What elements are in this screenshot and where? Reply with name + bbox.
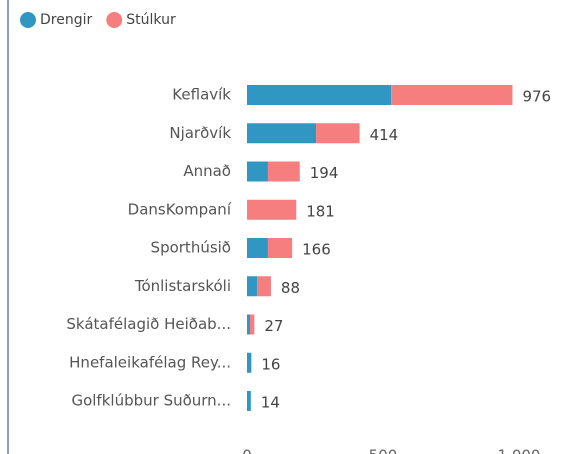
legend-swatch bbox=[20, 12, 36, 28]
bar-segment bbox=[249, 314, 255, 335]
bar-segment bbox=[247, 391, 251, 411]
total-label: 14 bbox=[261, 394, 280, 412]
total-label: 181 bbox=[306, 202, 335, 220]
x-tick-label: 500 bbox=[369, 447, 398, 454]
bar-segment bbox=[247, 352, 252, 373]
legend-swatch bbox=[106, 12, 123, 28]
bar-segment bbox=[247, 238, 268, 258]
x-tick-label: 0 bbox=[242, 447, 252, 454]
bar-segment bbox=[267, 161, 300, 182]
bar-segment bbox=[247, 85, 392, 105]
bar-segment bbox=[267, 238, 293, 258]
legend-label: Stúlkur bbox=[126, 12, 176, 28]
total-label: 976 bbox=[522, 88, 551, 106]
total-label: 194 bbox=[310, 164, 339, 182]
bar-segment bbox=[247, 276, 258, 297]
bar-segment bbox=[247, 161, 268, 182]
category-label: Hnefaleikafélag Rey... bbox=[69, 353, 231, 371]
total-label: 166 bbox=[302, 241, 331, 259]
category-label: Skátafélagið Heiðab... bbox=[66, 315, 231, 333]
category-label: Tónlistarskóli bbox=[134, 277, 231, 295]
category-label: DansKompaní bbox=[128, 200, 232, 218]
category-label: Sporthúsið bbox=[151, 239, 231, 257]
total-label: 88 bbox=[281, 279, 300, 297]
category-label: Annað bbox=[183, 162, 231, 180]
total-label: 414 bbox=[370, 126, 399, 144]
bar-segment bbox=[247, 199, 297, 220]
bar-segment bbox=[391, 85, 513, 105]
legend-label: Drengir bbox=[40, 12, 92, 28]
bar-segment bbox=[247, 123, 317, 144]
x-tick-label: 1.000 bbox=[498, 447, 541, 454]
category-label: Njarðvík bbox=[169, 124, 231, 142]
bar-segment bbox=[316, 123, 360, 144]
category-label: Golfklúbbur Suðurn... bbox=[71, 392, 231, 410]
total-label: 27 bbox=[264, 317, 283, 335]
total-label: 16 bbox=[261, 355, 280, 373]
bar-segment bbox=[247, 314, 250, 335]
category-label: Keflavík bbox=[172, 86, 231, 104]
bar-segment bbox=[257, 276, 271, 297]
